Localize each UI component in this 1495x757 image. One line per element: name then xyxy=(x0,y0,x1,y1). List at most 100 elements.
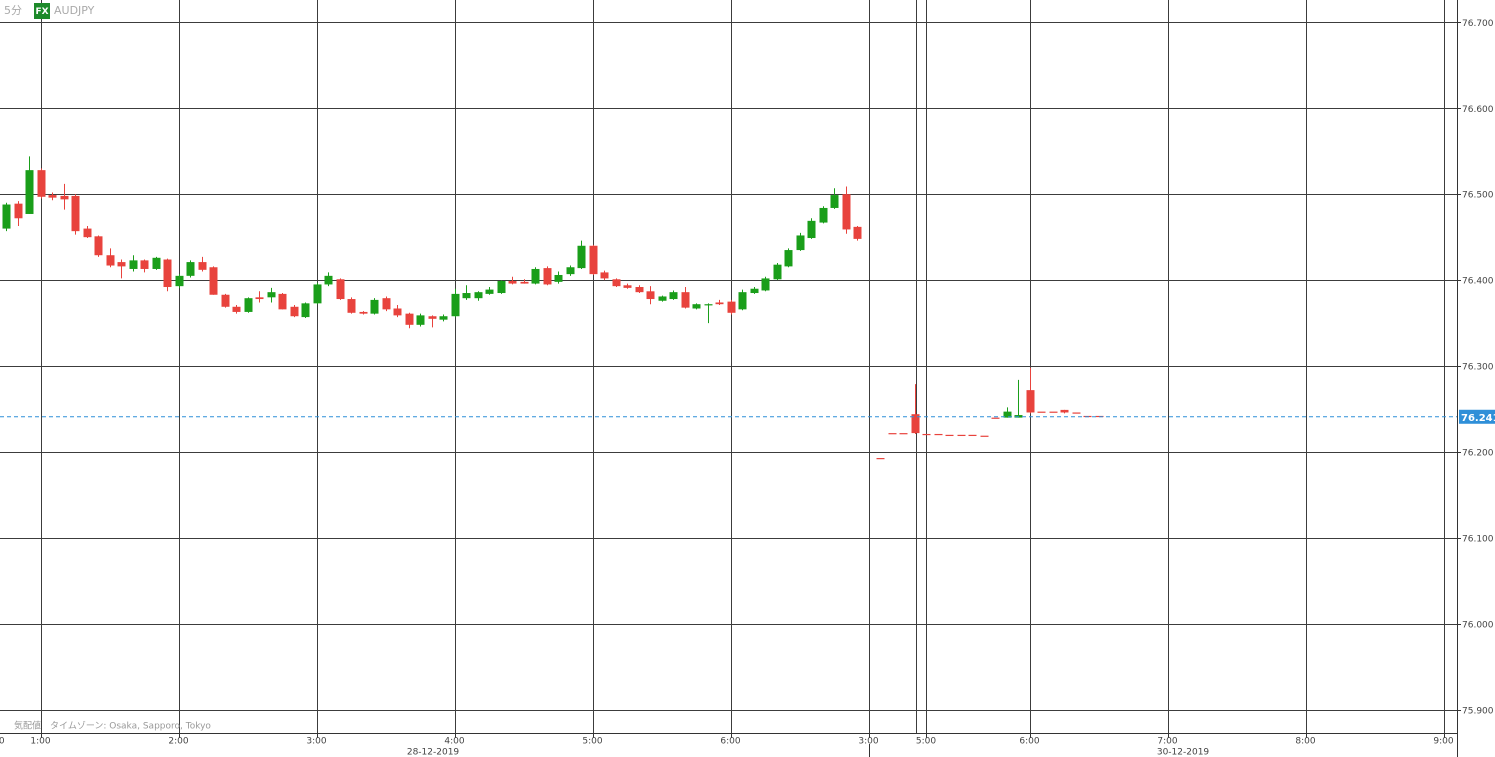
candle-body xyxy=(129,260,138,269)
candle-body xyxy=(704,304,713,306)
x-tick-label: 0:40 xyxy=(0,737,5,747)
x-tick-label: 2:00 xyxy=(168,737,188,747)
x-tick-label: 4:00 xyxy=(444,737,464,747)
candle-body xyxy=(934,433,943,436)
candle-body xyxy=(106,255,115,266)
x-tick-label: 5:00 xyxy=(582,737,602,747)
candle-body xyxy=(531,268,540,284)
y-tick-label: 76.200 xyxy=(1462,449,1494,459)
y-tick-label: 76.400 xyxy=(1462,277,1494,287)
candle-body xyxy=(117,262,126,267)
x-tick-label: 6:00 xyxy=(720,737,740,747)
candle-body xyxy=(37,170,46,197)
candle-body xyxy=(773,264,782,280)
interval-label: 5分 xyxy=(4,4,22,17)
candle-body xyxy=(830,195,839,208)
candle-body xyxy=(25,170,34,214)
fx-badge xyxy=(34,3,50,19)
candle-body xyxy=(819,207,828,223)
candle-body xyxy=(623,285,632,288)
candle-body xyxy=(876,458,885,460)
candle-body xyxy=(60,195,69,200)
candle-body xyxy=(577,245,586,269)
axis-labels: 76.700 76.600 76.500 76.400 76.300 76.200 76.1… xyxy=(0,19,1495,747)
candle-body xyxy=(451,293,460,317)
candle-body xyxy=(589,245,598,275)
candle-body xyxy=(186,262,195,276)
candle-body xyxy=(382,298,391,310)
candle-body xyxy=(474,292,483,299)
candle-body xyxy=(152,257,161,269)
y-tick-label: 75.900 xyxy=(1462,706,1494,716)
candle-body xyxy=(991,417,1000,419)
candle-body xyxy=(1003,411,1012,418)
y-tick-label: 76.300 xyxy=(1462,363,1494,373)
candle-body xyxy=(497,280,506,294)
candle-body xyxy=(83,228,92,238)
candle-body xyxy=(520,281,529,284)
x-tick-label: 5:00 xyxy=(916,737,936,747)
candle-body xyxy=(71,195,80,232)
candle-body xyxy=(612,279,621,287)
candle-body xyxy=(1049,411,1058,413)
candle-body xyxy=(911,414,920,434)
candle-body xyxy=(462,293,471,299)
candle-body xyxy=(485,289,494,294)
candle-body xyxy=(244,298,253,312)
candle-body xyxy=(439,316,448,320)
candle-body xyxy=(554,274,563,282)
x-tick-label: 6:00 xyxy=(1019,737,1039,747)
candle-body xyxy=(784,250,793,267)
candle-body xyxy=(393,308,402,316)
y-tick-label: 76.600 xyxy=(1462,105,1494,115)
candle-body xyxy=(163,259,172,288)
candle-body xyxy=(94,236,103,256)
x-tick-label: 9:00 xyxy=(1433,737,1453,747)
candle-body xyxy=(324,275,333,285)
candle-body xyxy=(750,288,759,294)
y-tick-label: 76.700 xyxy=(1462,19,1494,29)
y-tick-label: 76.100 xyxy=(1462,534,1494,544)
candle-body xyxy=(888,433,897,435)
candle-body xyxy=(370,299,379,314)
candle-body xyxy=(301,303,310,318)
symbol-label: AUDJPY xyxy=(54,4,95,17)
candle-body xyxy=(899,433,908,435)
candle-body xyxy=(290,306,299,317)
candle-body xyxy=(980,435,989,437)
fx-badge-text: FX xyxy=(35,7,48,17)
candle-body xyxy=(14,203,23,219)
x-tick-label: 3:00 xyxy=(306,737,326,747)
candle-body xyxy=(48,195,57,198)
candle-body xyxy=(635,287,644,293)
candle-body xyxy=(738,292,747,310)
timezone-note: 気配値 タイムゾーン: Osaka, Sapporo, Tokyo xyxy=(14,720,211,732)
candle-body xyxy=(209,267,218,295)
candle-body xyxy=(405,313,414,325)
last-price-box xyxy=(1459,409,1495,424)
candle-body xyxy=(1026,390,1035,413)
candle-body xyxy=(566,267,575,275)
candle-body xyxy=(669,292,678,300)
x-tick-label: 7:00 xyxy=(1157,737,1177,747)
candle-body xyxy=(1037,411,1046,413)
candle-body xyxy=(1060,409,1069,413)
candle-body xyxy=(416,315,425,325)
candle-body xyxy=(968,434,977,437)
y-tick-label: 76.500 xyxy=(1462,191,1494,201)
grid xyxy=(0,0,1457,733)
candle-body xyxy=(336,279,345,300)
candle-body xyxy=(715,302,724,305)
candle-body xyxy=(198,262,207,270)
candle-body xyxy=(347,299,356,313)
candle-body xyxy=(255,297,264,300)
candles xyxy=(0,156,1457,460)
candle-body xyxy=(267,292,276,298)
candle-body xyxy=(727,301,736,313)
x-tick-label: 1:00 xyxy=(30,737,50,747)
x-tick-label: 3:00 xyxy=(858,737,878,747)
candle-body xyxy=(140,260,149,269)
candle-body xyxy=(692,304,701,309)
